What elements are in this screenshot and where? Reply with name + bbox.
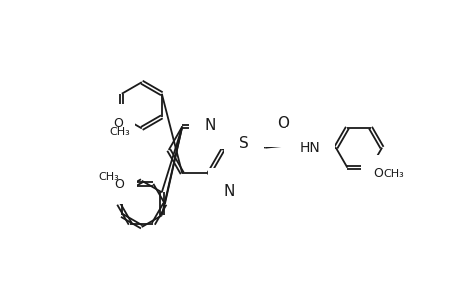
Text: O: O <box>113 116 123 130</box>
Text: CH₃: CH₃ <box>98 172 119 182</box>
Text: O: O <box>276 116 288 131</box>
Text: S: S <box>239 136 249 151</box>
Text: CH₃: CH₃ <box>109 127 129 137</box>
Text: N: N <box>204 118 215 134</box>
Text: HN: HN <box>299 141 320 155</box>
Text: N: N <box>223 184 235 199</box>
Text: CH₃: CH₃ <box>382 169 403 179</box>
Text: O: O <box>372 167 382 180</box>
Text: O: O <box>114 178 124 191</box>
